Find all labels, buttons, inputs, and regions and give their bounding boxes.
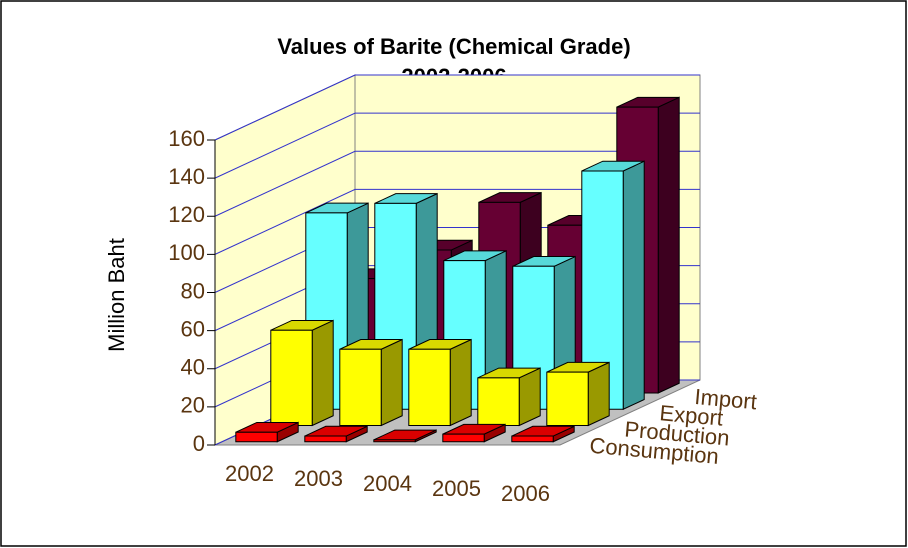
bar-side	[622, 160, 645, 411]
x-tick-label: 2002	[225, 461, 274, 486]
bar-side	[380, 338, 403, 427]
grid-line	[214, 150, 700, 217]
y-axis-label: Million Baht	[104, 238, 129, 352]
x-tick-label: 2003	[294, 466, 343, 491]
bar-front	[235, 431, 278, 443]
bar-side	[311, 319, 334, 427]
bar-front	[546, 371, 589, 426]
y-tick-label: 80	[181, 278, 205, 303]
bar-front	[408, 348, 451, 426]
y-tick-label: 40	[181, 355, 205, 380]
grid-line	[214, 112, 700, 179]
y-tick-label: 120	[168, 202, 205, 227]
bar-side	[657, 96, 680, 394]
y-tick-label: 160	[168, 126, 205, 151]
bar-side	[449, 338, 472, 427]
x-tick-label: 2005	[432, 476, 481, 501]
grid-line	[214, 74, 700, 141]
series-label: Import	[694, 384, 758, 414]
x-tick-label: 2006	[501, 481, 550, 506]
bar-front	[442, 433, 485, 443]
y-tick-label: 20	[181, 393, 205, 418]
y-tick-label: 140	[168, 164, 205, 189]
bar-front	[373, 439, 416, 443]
chart-title: Values of Barite (Chemical Grade)	[277, 34, 630, 59]
y-tick-label: 0	[193, 431, 205, 456]
x-tick-label: 2004	[363, 471, 412, 496]
y-tick-label: 60	[181, 316, 205, 341]
bar-front	[270, 329, 313, 426]
bar-side	[587, 361, 610, 427]
series-label: Export	[659, 400, 725, 430]
y-tick-label: 100	[168, 240, 205, 265]
bar-front	[511, 435, 554, 443]
bar-front	[304, 435, 347, 443]
bar-front	[339, 348, 382, 426]
bar-front	[477, 377, 520, 426]
